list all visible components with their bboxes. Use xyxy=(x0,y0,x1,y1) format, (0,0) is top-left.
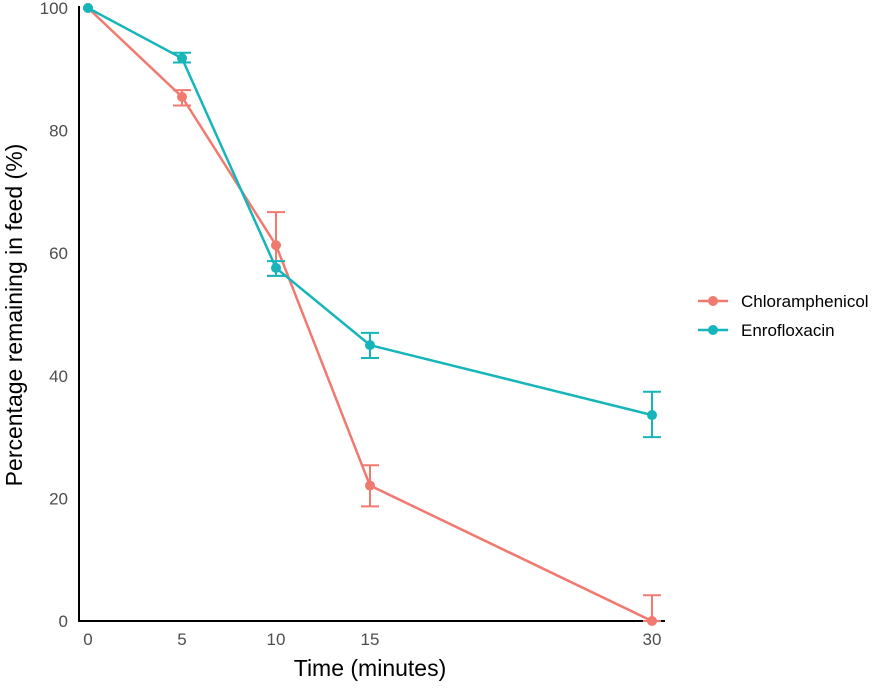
legend-label: Enrofloxacin xyxy=(741,321,835,340)
x-tick-label: 30 xyxy=(643,630,662,649)
legend-label: Chloramphenicol xyxy=(741,292,869,311)
series-line xyxy=(87,7,653,623)
data-point xyxy=(647,616,657,626)
x-tick-label: 5 xyxy=(177,630,186,649)
legend-key-point xyxy=(708,325,718,335)
legend-key-point xyxy=(708,296,718,306)
data-point xyxy=(177,91,187,102)
y-tick-label: 20 xyxy=(49,489,68,508)
data-point xyxy=(177,53,187,64)
series-chloramphenicol xyxy=(83,3,661,626)
data-point xyxy=(365,340,375,351)
data-point xyxy=(271,262,281,273)
y-axis-label: Percentage remaining in feed (%) xyxy=(1,144,27,487)
data-point xyxy=(647,410,657,421)
y-tick-label: 60 xyxy=(49,244,68,263)
x-tick-label: 15 xyxy=(361,630,380,649)
data-point xyxy=(83,3,93,13)
y-tick-label: 0 xyxy=(59,612,68,631)
x-axis-label: Time (minutes) xyxy=(294,655,447,681)
y-tick-label: 100 xyxy=(40,0,68,18)
data-point xyxy=(365,480,375,491)
series-enrofloxacin xyxy=(83,3,661,439)
y-tick-label: 40 xyxy=(49,367,68,386)
legend-item: Enrofloxacin xyxy=(698,321,835,340)
legend-item: Chloramphenicol xyxy=(698,292,869,311)
y-tick-label: 80 xyxy=(49,122,68,141)
x-tick-label: 10 xyxy=(267,630,286,649)
data-point xyxy=(271,240,281,251)
x-tick-label: 0 xyxy=(83,630,92,649)
